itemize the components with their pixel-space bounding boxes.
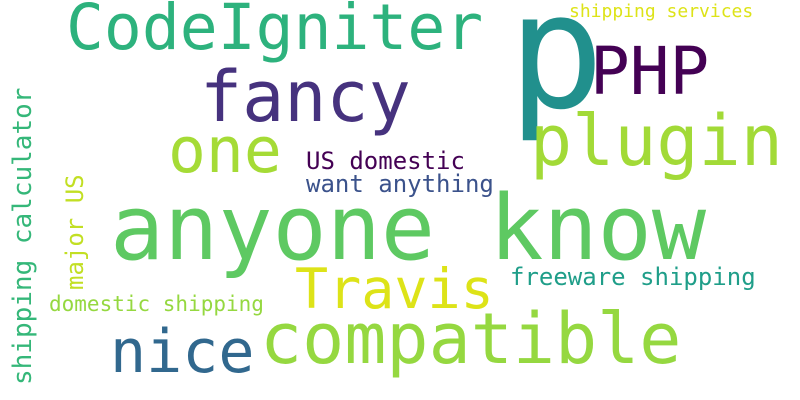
word-shipping-services: shipping services	[569, 1, 754, 22]
word-codeigniter: CodeIgniter	[66, 0, 484, 64]
word-freeware-shipping: freeware shipping	[510, 263, 756, 291]
word-anyone-know: anyone know	[110, 176, 707, 281]
word-shipping-calculator: shipping calculator	[8, 87, 38, 385]
word-want-anything: want anything	[306, 170, 494, 198]
word-us-domestic: US domestic	[306, 147, 465, 175]
word-major-us: major US	[61, 174, 89, 290]
word-compatible: compatible	[260, 298, 682, 380]
word-fancy: fancy	[200, 56, 411, 138]
word-one: one	[168, 114, 282, 187]
word-domestic-shipping: domestic shipping	[49, 292, 264, 316]
word-p: p	[508, 0, 605, 145]
word-travis: Travis	[295, 257, 494, 321]
word-nice: nice	[110, 317, 255, 387]
word-php: PHP	[590, 33, 710, 110]
word-plugin: plugin	[530, 100, 783, 182]
